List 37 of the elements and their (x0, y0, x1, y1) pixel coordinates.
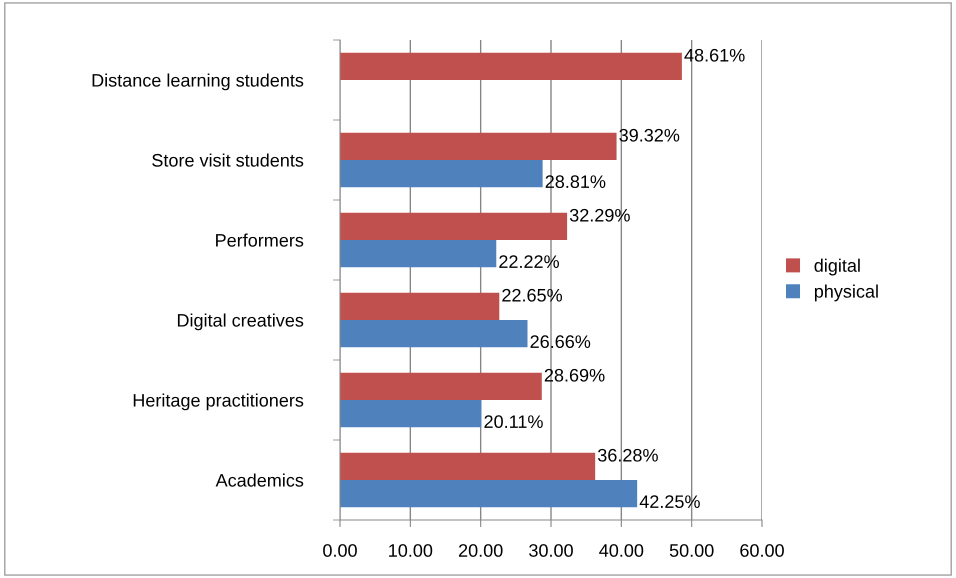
legend-label: physical (814, 284, 878, 302)
data-label: 48.61% (684, 48, 745, 62)
bar (340, 292, 500, 320)
data-label: 39.32% (619, 128, 680, 142)
data-label: 42.25% (640, 495, 700, 508)
data-label: 28.69% (544, 368, 604, 382)
y-tick-label: Heritage practitioners (134, 393, 304, 410)
x-tick-label: 10.00 (389, 544, 432, 557)
data-label: 22.22% (499, 255, 559, 268)
bar (340, 480, 638, 508)
data-label: 28.81% (546, 175, 606, 188)
x-tick-label: 40.00 (599, 544, 644, 557)
x-tick-label: 30.00 (529, 544, 573, 557)
y-tick-label: Performers (216, 233, 304, 247)
legend-label: digital (814, 258, 860, 276)
bar (340, 452, 596, 480)
y-tick-label: Store visit students (152, 153, 304, 167)
data-label: 36.28% (598, 448, 658, 462)
bar (340, 212, 568, 240)
bar (340, 52, 682, 80)
bar (340, 400, 482, 428)
bar (340, 240, 496, 268)
data-label: 20.11% (484, 415, 543, 428)
x-tick-label: 20.00 (458, 544, 503, 557)
y-tick-label: Distance learning students (92, 73, 304, 90)
data-label: 32.29% (570, 208, 630, 222)
bar (340, 160, 543, 188)
x-tick-label: 50.00 (670, 544, 714, 557)
y-tick-label: Digital creatives (178, 313, 304, 330)
x-tick-label: 0.00 (323, 544, 357, 557)
y-tick-label: Academics (216, 473, 304, 487)
bar (340, 372, 542, 400)
bar (340, 132, 617, 160)
data-label: 26.66% (530, 335, 590, 348)
data-label: 22.65% (502, 288, 562, 302)
x-tick-label: 60.00 (740, 544, 784, 557)
bar (340, 320, 528, 348)
